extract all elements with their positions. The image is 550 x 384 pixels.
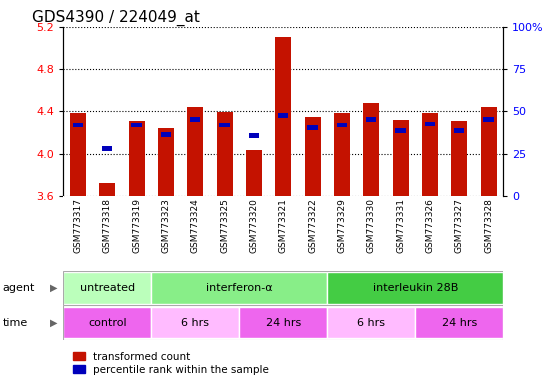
Text: agent: agent (3, 283, 35, 293)
Bar (334, 114, 350, 196)
Bar (275, 38, 292, 196)
Bar (102, 146, 112, 151)
Text: GSM773319: GSM773319 (132, 198, 141, 253)
Bar (161, 132, 171, 137)
Bar (187, 107, 204, 196)
Text: GSM773329: GSM773329 (337, 198, 346, 253)
Bar (363, 103, 379, 196)
Bar (239, 307, 327, 338)
Text: 24 hrs: 24 hrs (266, 318, 301, 328)
Bar (129, 121, 145, 196)
Bar (63, 273, 151, 303)
Bar (451, 121, 468, 196)
Bar (425, 122, 435, 126)
Bar (454, 128, 464, 133)
Bar (73, 123, 83, 127)
Bar (327, 307, 415, 338)
Bar (278, 113, 288, 118)
Text: untreated: untreated (80, 283, 135, 293)
Bar (99, 183, 116, 196)
Text: 6 hrs: 6 hrs (358, 318, 385, 328)
Bar (131, 123, 142, 127)
Text: interferon-α: interferon-α (206, 283, 273, 293)
Text: ▶: ▶ (50, 283, 57, 293)
Text: GSM773320: GSM773320 (249, 198, 258, 253)
Bar (422, 114, 438, 196)
Bar (158, 128, 174, 196)
Bar (190, 118, 200, 122)
Text: GSM773318: GSM773318 (103, 198, 112, 253)
Bar (70, 114, 86, 196)
Text: GSM773326: GSM773326 (425, 198, 435, 253)
Bar (219, 123, 230, 127)
Text: GSM773323: GSM773323 (161, 198, 170, 253)
Bar (337, 123, 347, 127)
Bar (249, 133, 259, 138)
Legend: transformed count, percentile rank within the sample: transformed count, percentile rank withi… (68, 348, 273, 379)
Text: control: control (88, 318, 126, 328)
Text: GSM773331: GSM773331 (396, 198, 405, 253)
Bar (393, 120, 409, 196)
Bar (327, 273, 503, 303)
Bar (63, 307, 151, 338)
Bar (151, 273, 327, 303)
Text: GDS4390 / 224049_at: GDS4390 / 224049_at (32, 9, 200, 25)
Text: GSM773317: GSM773317 (73, 198, 82, 253)
Bar (246, 151, 262, 196)
Bar (481, 107, 497, 196)
Text: GSM773327: GSM773327 (455, 198, 464, 253)
Bar (307, 125, 318, 129)
Text: ▶: ▶ (50, 318, 57, 328)
Text: interleukin 28B: interleukin 28B (372, 283, 458, 293)
Text: GSM773328: GSM773328 (484, 198, 493, 253)
Text: GSM773324: GSM773324 (191, 198, 200, 253)
Text: 6 hrs: 6 hrs (182, 318, 209, 328)
Text: time: time (3, 318, 28, 328)
Bar (366, 118, 376, 122)
Bar (415, 307, 503, 338)
Bar (217, 113, 233, 196)
Bar (395, 128, 406, 133)
Text: GSM773330: GSM773330 (367, 198, 376, 253)
Bar (483, 118, 494, 122)
Text: GSM773322: GSM773322 (308, 198, 317, 253)
Bar (151, 307, 239, 338)
Text: GSM773321: GSM773321 (279, 198, 288, 253)
Text: GSM773325: GSM773325 (220, 198, 229, 253)
Text: 24 hrs: 24 hrs (442, 318, 477, 328)
Bar (305, 117, 321, 196)
